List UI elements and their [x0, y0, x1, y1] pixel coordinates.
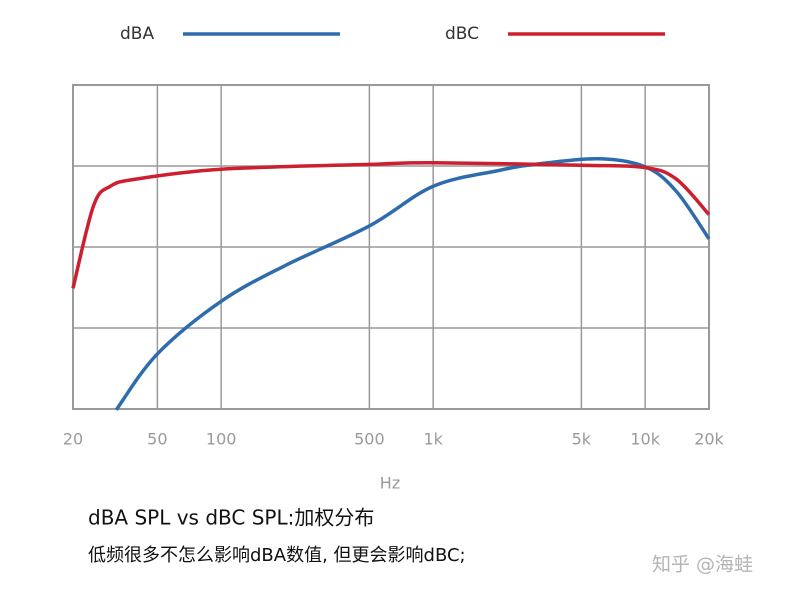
- x-tick-label: 500: [354, 430, 385, 449]
- x-tick-label: 100: [206, 430, 237, 449]
- x-tick-label: 50: [147, 430, 167, 449]
- caption-line: dBA SPL vs dBC SPL:加权分布: [88, 506, 374, 530]
- x-tick-label: 1k: [423, 430, 443, 449]
- legend-label: dBA: [120, 24, 154, 44]
- x-axis-label: Hz: [380, 474, 400, 493]
- caption-line: 低频很多不怎么影响dBA数值, 但更会影响dBC;: [88, 545, 466, 566]
- x-tick-label: 20: [63, 430, 83, 449]
- watermark: 知乎 @海蛙: [652, 554, 753, 576]
- legend-label: dBC: [445, 24, 479, 44]
- series-line: [71, 160, 711, 289]
- x-tick-label: 20k: [694, 430, 724, 449]
- x-tick-label: 10k: [630, 430, 660, 449]
- x-tick-label: 5k: [572, 430, 592, 449]
